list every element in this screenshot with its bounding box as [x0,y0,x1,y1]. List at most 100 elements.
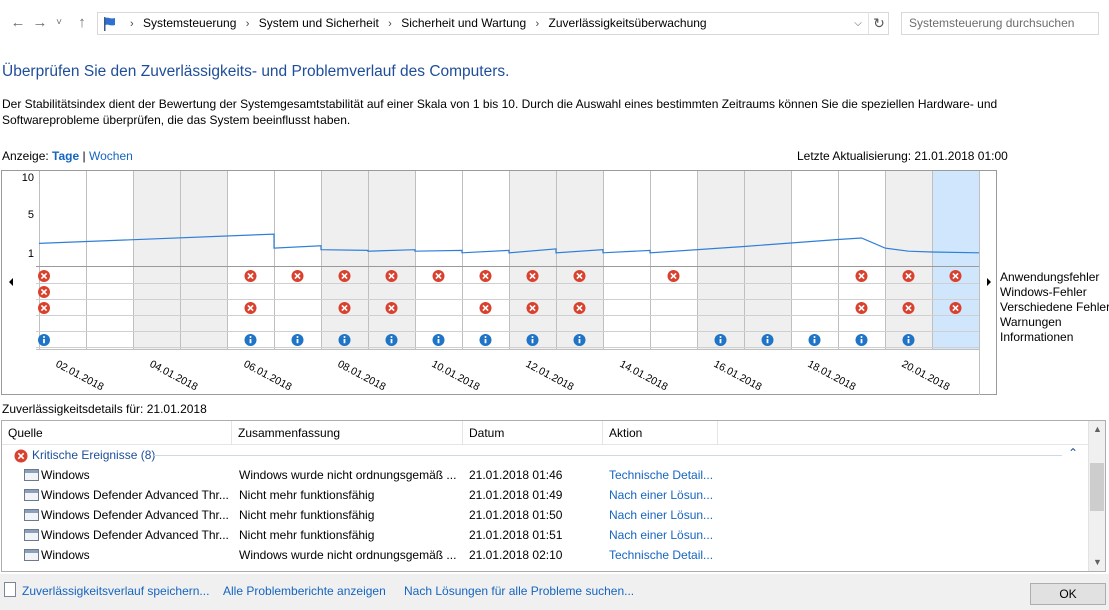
breadcrumb-item-system-und-sicherheit[interactable]: System und Sicherheit [258,16,379,30]
info-icon[interactable] [291,334,304,346]
column-date[interactable]: Datum [463,421,603,445]
recent-locations-icon[interactable]: ˅ [56,17,62,28]
info-icon[interactable] [714,334,727,346]
info-icon[interactable] [526,334,539,346]
error-icon[interactable] [38,302,50,314]
column-source[interactable]: Quelle [2,421,232,445]
day-column[interactable] [697,171,744,349]
info-icon[interactable] [244,334,257,346]
error-icon[interactable] [338,302,351,314]
info-icon[interactable] [338,334,351,346]
error-icon[interactable] [244,270,257,282]
day-column[interactable] [180,171,227,349]
back-icon[interactable]: ← [10,14,26,31]
info-icon[interactable] [808,334,821,346]
reliability-chart[interactable]: 10 5 1 02.01.2018 04.01.2018 06.01.2018 08.01.… [1,170,997,395]
row-action-link[interactable]: Technische Detail... [609,468,714,482]
row-action-link[interactable]: Nach einer Lösun... [609,528,714,542]
day-column[interactable] [86,171,133,349]
table-row[interactable]: Windows Windows wurde nicht ordnungsgemäß… [2,465,1088,485]
save-history-link[interactable]: Zuverlässigkeitsverlauf speichern... [22,584,210,598]
view-days-link[interactable]: Tage [52,149,80,163]
ok-button[interactable]: OK [1030,583,1106,605]
day-column[interactable] [556,171,603,349]
scroll-down-icon[interactable]: ▼ [1093,557,1102,567]
error-icon[interactable] [526,302,539,314]
day-column[interactable] [39,171,86,349]
error-icon[interactable] [244,302,257,314]
row-action-link[interactable]: Nach einer Lösun... [609,508,714,522]
info-icon[interactable] [902,334,915,346]
day-column[interactable] [462,171,509,349]
scroll-left-icon[interactable] [9,278,13,286]
check-solutions-link[interactable]: Nach Lösungen für alle Probleme suchen..… [404,584,635,598]
all-reports-link[interactable]: Alle Problemberichte anzeigen [223,584,386,598]
error-icon[interactable] [526,270,539,282]
breadcrumb-item-zuverlaessigkeit[interactable]: Zuverlässigkeitsüberwachung [548,16,707,30]
up-icon[interactable]: ↑ [78,14,86,31]
error-icon[interactable] [38,270,50,282]
row-action-link[interactable]: Technische Detail... [609,548,714,562]
day-column[interactable] [321,171,368,349]
day-column[interactable] [791,171,838,349]
error-icon[interactable] [432,270,445,282]
error-icon[interactable] [949,270,962,282]
column-action[interactable]: Aktion [603,421,718,445]
error-icon[interactable] [291,270,304,282]
info-icon[interactable] [38,334,50,346]
search-input[interactable]: Systemsteuerung durchsuchen [901,12,1099,35]
error-icon[interactable] [902,302,915,314]
day-column[interactable] [885,171,932,349]
scrollbar-thumb[interactable] [1090,463,1104,511]
table-row[interactable]: Windows Windows wurde nicht ordnungsgemäß… [2,545,1088,565]
error-icon[interactable] [338,270,351,282]
table-row[interactable]: Windows Defender Advanced Thr... Nicht me… [2,505,1088,525]
info-icon[interactable] [761,334,774,346]
vertical-scrollbar[interactable]: ▲ ▼ [1088,421,1105,571]
day-column[interactable] [415,171,462,349]
scroll-up-icon[interactable]: ▲ [1093,424,1102,434]
breadcrumb-item-sicherheit-und-wartung[interactable]: Sicherheit und Wartung [401,16,527,30]
info-icon[interactable] [432,334,445,346]
info-icon[interactable] [385,334,398,346]
table-row[interactable]: Windows Defender Advanced Thr... Nicht me… [2,525,1088,545]
info-icon[interactable] [573,334,586,346]
error-icon[interactable] [385,270,398,282]
day-column[interactable] [274,171,321,349]
address-bar[interactable]: › Systemsteuerung › System und Sicherhei… [97,12,889,35]
error-icon[interactable] [667,270,680,282]
row-action-link[interactable]: Nach einer Lösun... [609,488,714,502]
scroll-right-icon[interactable] [987,278,991,286]
error-icon[interactable] [855,302,868,314]
info-icon[interactable] [479,334,492,346]
error-icon[interactable] [855,270,868,282]
day-column[interactable] [838,171,885,349]
error-icon[interactable] [385,302,398,314]
day-column[interactable] [227,171,274,349]
error-icon[interactable] [573,270,586,282]
error-icon[interactable] [949,302,962,314]
day-column[interactable] [603,171,650,349]
breadcrumb-item-systemsteuerung[interactable]: Systemsteuerung [143,16,237,30]
day-column[interactable] [650,171,697,349]
day-column[interactable] [932,171,979,349]
forward-icon[interactable]: → [32,14,48,31]
error-icon[interactable] [573,302,586,314]
day-column[interactable] [509,171,556,349]
collapse-icon[interactable]: ⌃ [1068,446,1079,460]
error-icon[interactable] [38,286,50,298]
column-summary[interactable]: Zusammenfassung [232,421,463,445]
address-dropdown-icon[interactable]: ⌵ [854,18,862,29]
day-column[interactable] [744,171,791,349]
error-icon[interactable] [902,270,915,282]
error-icon[interactable] [479,270,492,282]
day-column[interactable] [133,171,180,349]
day-column[interactable] [368,171,415,349]
error-icon[interactable] [479,302,492,314]
view-weeks-link[interactable]: Wochen [88,149,133,163]
date-label: 02.01.2018 [54,358,106,393]
refresh-icon[interactable]: ↻ [868,13,889,34]
group-critical-events[interactable]: Kritische Ereignisse (8) ⌃ [2,445,1088,465]
table-row[interactable]: Windows Defender Advanced Thr... Nicht me… [2,485,1088,505]
info-icon[interactable] [855,334,868,346]
